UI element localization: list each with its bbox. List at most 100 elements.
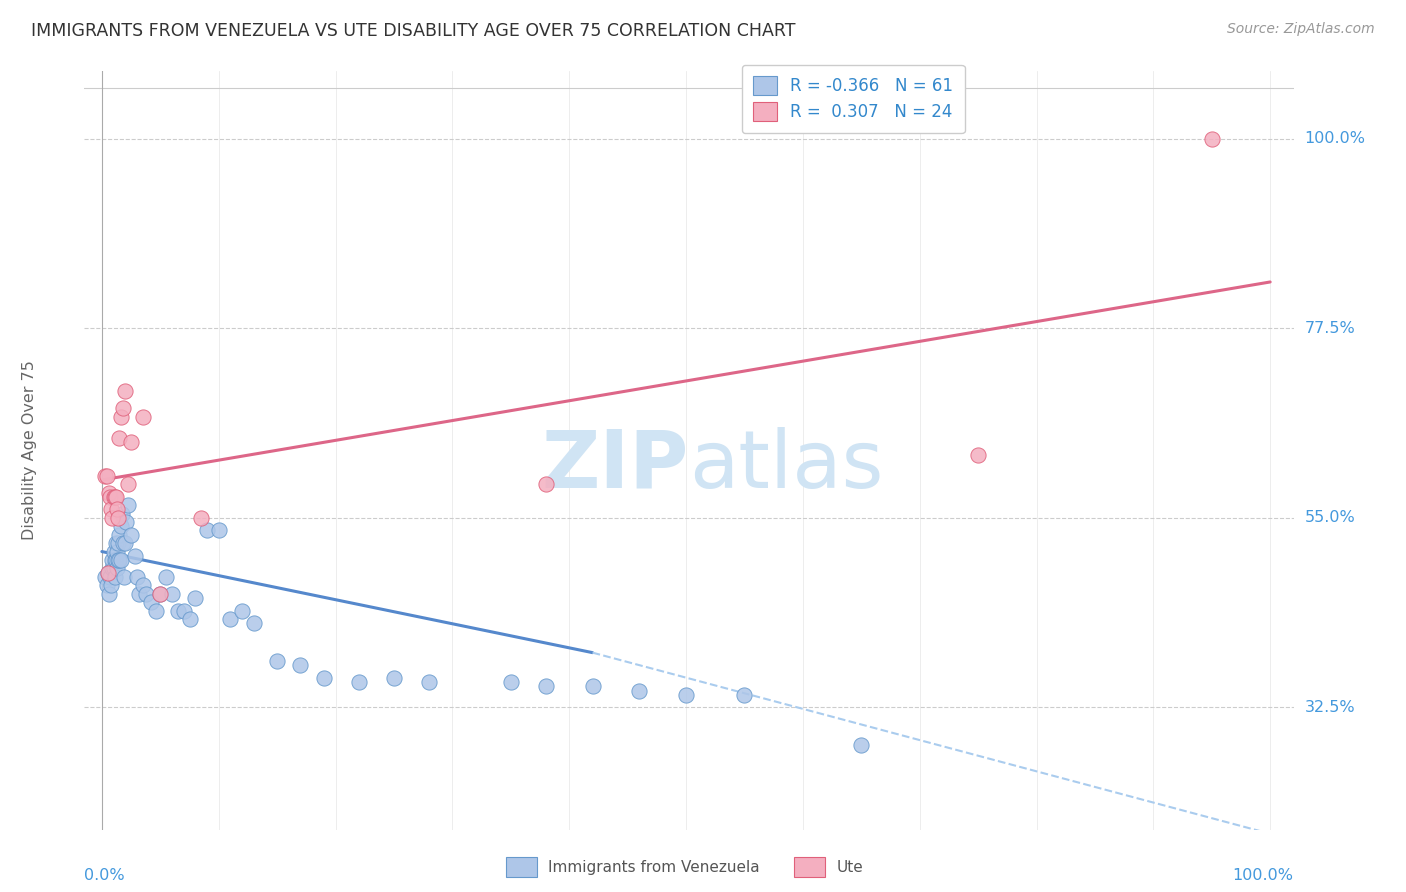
Point (101, 561, 124, 575)
Text: atlas: atlas (689, 426, 883, 505)
Point (132, 578, 155, 592)
Point (97, 566, 120, 580)
Point (179, 612, 201, 626)
Point (107, 553, 129, 567)
Point (499, 675, 522, 690)
Point (418, 675, 440, 690)
Point (135, 587, 157, 601)
Point (149, 587, 172, 601)
Point (534, 679, 557, 693)
Point (132, 409, 155, 424)
Text: 77.5%: 77.5% (1305, 321, 1355, 335)
Bar (506, 857, 537, 877)
Point (675, 688, 697, 702)
Point (105, 544, 128, 558)
Point (104, 570, 127, 584)
Point (94, 570, 117, 584)
Point (266, 654, 288, 668)
Point (581, 679, 603, 693)
Point (115, 515, 138, 529)
Point (149, 587, 172, 601)
Point (114, 536, 136, 550)
Text: 32.5%: 32.5% (1305, 700, 1355, 714)
Point (111, 401, 134, 416)
Point (103, 544, 125, 558)
Bar (794, 857, 825, 877)
Point (124, 549, 146, 563)
Text: IMMIGRANTS FROM VENEZUELA VS UTE DISABILITY AGE OVER 75 CORRELATION CHART: IMMIGRANTS FROM VENEZUELA VS UTE DISABIL… (31, 22, 796, 40)
Point (851, 739, 873, 753)
Point (139, 595, 162, 609)
Point (120, 527, 142, 541)
Point (967, 448, 990, 462)
Point (110, 553, 132, 567)
Point (1201, 132, 1223, 146)
Point (184, 591, 207, 605)
Point (117, 477, 139, 491)
Point (120, 435, 142, 450)
Point (108, 553, 131, 567)
Point (290, 658, 312, 673)
Point (155, 570, 177, 584)
Text: 55.0%: 55.0% (1305, 510, 1355, 525)
Point (100, 578, 122, 592)
Point (110, 409, 132, 424)
Point (190, 511, 212, 525)
Text: 100.0%: 100.0% (1233, 869, 1294, 883)
Point (231, 603, 253, 617)
Point (173, 603, 195, 617)
Point (105, 502, 128, 516)
Point (98, 570, 121, 584)
Point (100, 502, 122, 516)
Point (104, 490, 127, 504)
Point (208, 524, 231, 538)
Point (145, 603, 167, 617)
Text: Immigrants from Venezuela: Immigrants from Venezuela (548, 860, 761, 874)
Point (382, 671, 405, 685)
Point (96, 578, 118, 592)
Point (97, 485, 120, 500)
Point (104, 490, 127, 504)
Point (101, 511, 124, 525)
Legend: R = -0.366   N = 61, R =  0.307   N = 24: R = -0.366 N = 61, R = 0.307 N = 24 (742, 64, 965, 133)
Point (128, 587, 150, 601)
Point (108, 431, 131, 445)
Point (111, 507, 134, 521)
Text: Source: ZipAtlas.com: Source: ZipAtlas.com (1227, 22, 1375, 37)
Point (195, 524, 218, 538)
Point (111, 536, 134, 550)
Point (103, 561, 125, 575)
Point (98, 490, 121, 504)
Point (114, 384, 136, 399)
Point (107, 536, 129, 550)
Point (312, 671, 335, 685)
Point (104, 553, 127, 567)
Point (733, 688, 755, 702)
Point (94, 468, 117, 483)
Point (628, 683, 651, 698)
Point (105, 561, 128, 575)
Point (103, 490, 125, 504)
Text: ZIP: ZIP (541, 426, 689, 505)
Point (160, 587, 183, 601)
Point (107, 511, 129, 525)
Point (108, 527, 131, 541)
Point (117, 498, 139, 512)
Point (125, 570, 148, 584)
Point (219, 612, 242, 626)
Text: 0.0%: 0.0% (84, 869, 125, 883)
Text: Ute: Ute (837, 860, 863, 874)
Text: Disability Age Over 75: Disability Age Over 75 (22, 360, 38, 541)
Point (112, 570, 135, 584)
Point (97, 566, 120, 580)
Point (110, 519, 132, 533)
Point (97, 587, 120, 601)
Text: 100.0%: 100.0% (1305, 131, 1365, 146)
Point (166, 603, 188, 617)
Point (242, 616, 264, 631)
Point (101, 553, 124, 567)
Point (104, 536, 127, 550)
Point (104, 553, 127, 567)
Point (534, 477, 557, 491)
Point (347, 675, 370, 690)
